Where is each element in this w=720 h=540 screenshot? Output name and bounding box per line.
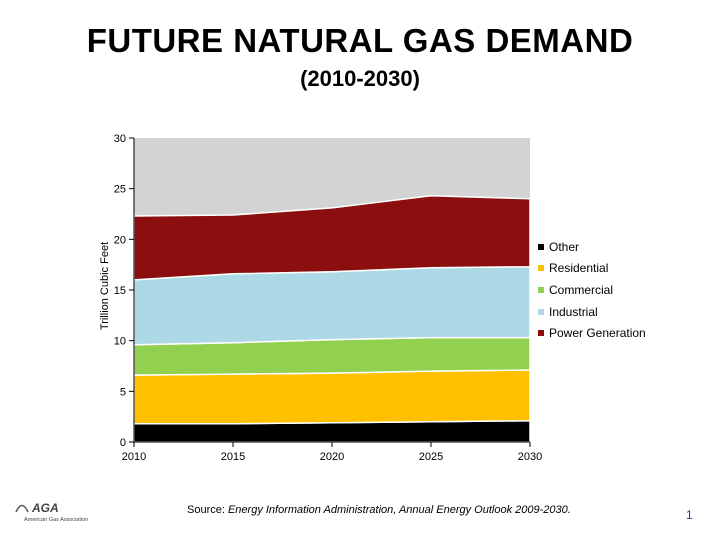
legend-label: Residential — [549, 261, 609, 276]
slide-subtitle: (2010-2030) — [300, 66, 420, 91]
aga-logo: AGA American Gas Association — [15, 501, 88, 523]
source-note: Source: Energy Information Administratio… — [187, 504, 571, 516]
legend-swatch — [538, 265, 544, 272]
logo-subtext: American Gas Association — [24, 517, 88, 523]
x-tick-label: 2030 — [518, 451, 542, 463]
area-series-power-generation — [133, 195, 531, 281]
slide-title: FUTURE NATURAL GAS DEMAND — [86, 22, 634, 59]
source-prefix: Source: — [187, 504, 228, 516]
x-tick-label: 2010 — [122, 451, 146, 463]
x-tick-label: 2025 — [419, 451, 443, 463]
y-tick-label: 15 — [114, 285, 126, 297]
y-tick-label: 10 — [114, 336, 126, 348]
legend-label: Commercial — [549, 282, 614, 297]
legend-swatch — [538, 308, 544, 315]
logo-flame-icon — [15, 504, 29, 513]
y-tick-label: 30 — [114, 133, 126, 145]
legend-label: Other — [549, 239, 580, 254]
chart-legend: Other Residential Commercial Industrial Powe… — [538, 236, 646, 344]
y-tick-label: 0 — [120, 437, 126, 449]
legend-item-power-generation: Power Generation — [538, 322, 646, 344]
y-tick-label: 25 — [114, 184, 126, 196]
y-tick-label: 5 — [120, 386, 126, 398]
x-tick-label: 2020 — [320, 451, 344, 463]
legend-item-residential: Residential — [538, 258, 646, 280]
source-text: Energy Information Administration, Annua… — [227, 504, 571, 516]
legend-item-industrial: Industrial — [538, 301, 646, 323]
legend-swatch — [538, 243, 544, 250]
x-tick-label: 2015 — [221, 451, 245, 463]
y-axis-label: Trillion Cubic Feet — [99, 242, 111, 330]
legend-swatch — [538, 330, 544, 337]
legend-item-other: Other — [538, 236, 646, 258]
page-number: 1 — [686, 508, 693, 522]
legend-swatch — [538, 286, 544, 293]
area-series-residential — [133, 369, 531, 425]
area-series-industrial — [133, 265, 531, 346]
legend-label: Industrial — [549, 304, 598, 319]
legend-item-commercial: Commercial — [538, 279, 646, 301]
logo-text: AGA — [31, 501, 59, 515]
legend-label: Power Generation — [549, 326, 646, 341]
y-tick-label: 20 — [114, 234, 126, 246]
